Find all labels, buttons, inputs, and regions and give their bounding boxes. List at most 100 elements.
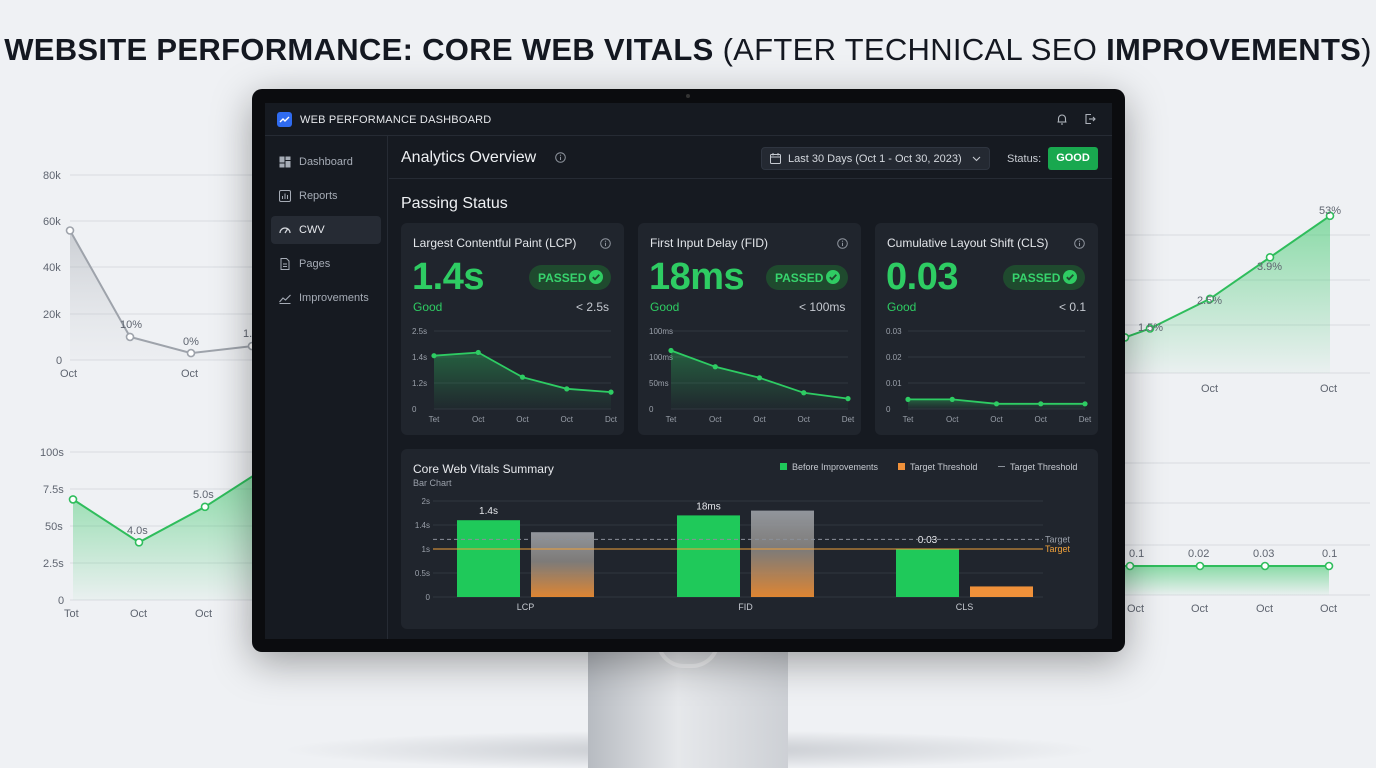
check-circle-icon xyxy=(826,270,840,284)
y-tick-label: 0.03 xyxy=(886,327,902,336)
date-range-picker[interactable]: Last 30 Days (Oct 1 - Oct 30, 2023) xyxy=(761,147,990,170)
trend-icon xyxy=(279,294,291,304)
info-icon[interactable] xyxy=(837,238,848,249)
bg-bl-ytick: 2.5s xyxy=(43,558,64,570)
bar-before-cls xyxy=(896,549,959,597)
bg-data-point xyxy=(1125,561,1135,571)
logout-icon[interactable] xyxy=(1083,112,1097,126)
app-top-bar: WEB PERFORMANCE DASHBOARD xyxy=(265,103,1112,136)
page-title: Analytics Overview xyxy=(401,149,537,166)
metric-value: 0.03 xyxy=(886,256,958,298)
sidebar-item-label: Reports xyxy=(299,190,338,202)
bg-tl-ytick: 40k xyxy=(43,262,61,274)
x-tick-label: Oct xyxy=(516,415,529,424)
headline-part-2: (AFTER TECHNICAL SEO xyxy=(722,32,1098,67)
x-tick-label: Oct xyxy=(709,415,722,424)
check-circle-icon xyxy=(1063,270,1077,284)
bg-bl-area xyxy=(73,472,258,600)
x-tick-label: Oct xyxy=(472,415,485,424)
check-circle-icon xyxy=(589,270,603,284)
sidebar-item-label: Dashboard xyxy=(299,156,353,168)
metric-value: 1.4s xyxy=(412,256,484,298)
bg-bl-ytick: 100s xyxy=(40,447,64,459)
bg-tl-label: 0% xyxy=(183,336,199,348)
trend-point xyxy=(801,390,807,396)
x-tick-label: Det xyxy=(1079,415,1092,424)
info-icon[interactable] xyxy=(555,152,566,163)
bg-bl-label: 4.0s xyxy=(127,525,148,537)
bg-tr-label: 3.9% xyxy=(1257,261,1282,273)
metric-value: 18ms xyxy=(649,256,745,298)
legend-item: Target Threshold xyxy=(998,462,1077,472)
bg-bl-xtick: Oct xyxy=(195,608,212,620)
bg-data-point xyxy=(1205,294,1215,304)
bg-chart-top-right: 1.5% 2.5% 3.9% 53% Oct Oct xyxy=(1120,195,1376,395)
bell-icon[interactable] xyxy=(1055,112,1069,126)
trend-point xyxy=(1038,401,1044,407)
bg-chart-bottom-right: 0.1 0.02 0.03 0.1 Oct Oct Oct Oct xyxy=(1120,455,1376,620)
sidebar-item-improvements[interactable]: Improvements xyxy=(271,284,381,312)
bg-tr-area xyxy=(1125,215,1330,373)
sidebar-item-pages[interactable]: Pages xyxy=(271,250,381,278)
info-icon[interactable] xyxy=(1074,238,1085,249)
y-tick-label: 1.2s xyxy=(412,379,427,388)
bar-value-label: 18ms xyxy=(696,501,720,512)
bg-tr-label: 2.5% xyxy=(1197,295,1222,307)
card-title: Cumulative Layout Shift (CLS) xyxy=(887,236,1049,250)
bg-data-point xyxy=(1265,252,1275,262)
metric-card-cls: Cumulative Layout Shift (CLS) 0.03 PASSED G… xyxy=(875,223,1098,435)
bg-tl-label: 10% xyxy=(120,319,142,331)
bg-data-point xyxy=(1325,211,1335,221)
sidebar-item-dashboard[interactable]: Dashboard xyxy=(271,148,381,176)
legend-item: Target Threshold xyxy=(898,462,977,472)
bg-tr-label: 53% xyxy=(1319,205,1341,217)
bg-chart-bottom-left: 100s 7.5s 50s 2.5s 0 4.0s 5.0s Tot Oct O… xyxy=(0,440,263,630)
y-tick-label: 0.5s xyxy=(415,569,430,578)
bg-tl-ytick: 60k xyxy=(43,216,61,228)
x-tick-label: Oct xyxy=(990,415,1003,424)
bg-br-label: 0.02 xyxy=(1188,548,1209,560)
bg-tl-ytick: 20k xyxy=(43,309,61,321)
trend-point xyxy=(564,386,570,392)
y-tick-label: 100ms xyxy=(649,353,673,362)
bg-br-label: 0.1 xyxy=(1129,548,1144,560)
headline-part-1: WEBSITE PERFORMANCE: CORE WEB VITALS xyxy=(4,32,714,67)
metric-card-fid: First Input Delay (FID) 18ms PASSED Good < 1… xyxy=(638,223,861,435)
x-tick-label: Tet xyxy=(903,415,914,424)
passed-badge-label: PASSED xyxy=(775,271,824,285)
trend-point xyxy=(668,347,674,354)
bg-data-point xyxy=(1145,324,1155,333)
trend-point xyxy=(475,349,481,356)
x-tick-label: Oct xyxy=(798,415,811,424)
y-tick-label: 1.4s xyxy=(412,353,427,362)
status-badge: GOOD xyxy=(1048,147,1098,170)
bar-target-cls xyxy=(970,586,1033,597)
sidebar-item-reports[interactable]: Reports xyxy=(271,182,381,210)
passed-badge: PASSED xyxy=(1003,265,1085,290)
bg-tl-area xyxy=(70,230,252,360)
bg-tl-ytick: 80k xyxy=(43,170,61,182)
y-tick-label: 1s xyxy=(422,545,430,554)
bg-br-xtick: Oct xyxy=(1127,603,1144,615)
metric-rating: Good xyxy=(650,300,680,314)
dashboard-icon xyxy=(279,156,291,168)
x-tick-label: Oct xyxy=(561,415,574,424)
sidebar-item-cwv[interactable]: CWV xyxy=(271,216,381,244)
reports-icon xyxy=(279,190,291,202)
bg-br-label: 0.03 xyxy=(1253,548,1274,560)
bg-bl-xtick: Oct xyxy=(130,608,147,620)
metric-rating: Good xyxy=(887,300,917,314)
x-tick-label: Dct xyxy=(605,415,618,424)
x-tick-label: Tet xyxy=(429,415,440,424)
bar-before-fid xyxy=(677,515,740,597)
sidebar-item-label: Pages xyxy=(299,258,331,270)
bg-data-point xyxy=(134,538,144,547)
bg-bl-ytick: 7.5s xyxy=(43,484,64,496)
y-tick-label: 2.5s xyxy=(412,327,427,336)
info-icon[interactable] xyxy=(600,238,611,249)
bg-data-point xyxy=(1260,561,1270,571)
bg-br-label: 0.1 xyxy=(1322,548,1337,560)
y-tick-label: 0.01 xyxy=(886,379,902,388)
cwv-summary-chart: Core Web Vitals Summary Bar Chart Before… xyxy=(401,449,1098,629)
monitor-stand xyxy=(588,648,788,768)
